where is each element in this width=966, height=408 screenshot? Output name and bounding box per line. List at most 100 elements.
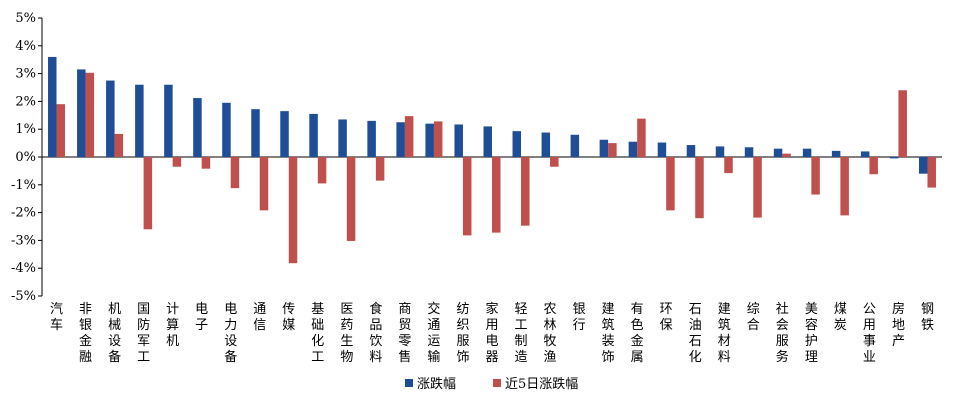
bars [48,56,936,264]
bar-series-2 [433,121,443,157]
bar-series-1 [715,146,725,157]
bar-series-1 [77,69,86,157]
bar-series-1 [802,148,812,157]
bar-series-2 [375,157,385,181]
bar-series-2 [404,116,414,157]
bar-series-2 [172,157,182,167]
category-label: 电力设备 [224,302,237,365]
y-tick-label: -2% [11,206,36,221]
y-tick-label: 3% [15,67,36,82]
category-label: 建筑材料 [718,302,731,365]
bar-series-2 [898,90,907,157]
y-tick-label: 1% [15,122,36,137]
legend: 涨跌幅 近5日涨跌幅 [405,376,578,392]
bar-series-2 [201,157,211,169]
category-label: 医药生物 [340,302,353,365]
legend-label-series-1: 涨跌幅 [417,376,456,392]
bar-series-2 [637,118,646,157]
bar-series-2 [550,157,559,167]
bar-series-2 [317,157,327,184]
category-label: 社会服务 [776,301,789,365]
category-label: 计算机 [166,302,179,349]
y-tick-label: -4% [11,261,36,276]
bar-series-1 [367,120,376,157]
bar-series-2 [56,104,66,157]
category-label: 汽车 [50,302,63,333]
category-label: 机械设备 [108,302,121,365]
category-label: 建筑装饰 [602,302,615,365]
y-tick-label: 4% [15,39,36,54]
bar-series-2 [927,157,936,188]
category-label: 传媒 [282,302,295,333]
bar-series-1 [338,119,347,157]
bar-series-2 [85,72,95,157]
bar-series-1 [860,151,870,157]
category-label: 家用电器 [485,301,498,365]
bar-series-2 [346,157,356,241]
category-label: 轻工制造 [515,302,528,365]
legend-swatch-series-1 [405,379,413,387]
bar-series-1 [599,139,609,157]
category-label: 通信 [253,302,266,333]
category-label: 交通运输 [427,301,440,365]
bar-series-1 [106,80,115,157]
bar-series-2 [666,157,675,211]
bar-series-2 [695,157,704,219]
bar-series-1 [251,109,260,157]
y-tick-label: -1% [11,178,36,193]
bar-series-1 [48,56,57,157]
axes: 5% 4% 3% 2% 1% 0% -1% -2% -3% -4% -5% [11,11,942,304]
bar-series-2 [869,157,878,175]
bar-series-1 [628,141,638,157]
y-tick-label: -5% [11,289,36,304]
bar-series-1 [889,157,899,159]
bar-series-1 [744,147,754,157]
y-tick-label: -3% [11,233,36,248]
category-label: 煤炭 [834,302,847,333]
category-label: 美容护理 [805,302,818,365]
bar-series-1 [541,132,551,157]
category-label: 商贸零售 [398,302,411,365]
legend-swatch-series-2 [493,379,501,387]
category-label: 石油石化 [689,302,702,365]
bar-series-1 [686,145,696,157]
category-label: 银行 [573,302,586,333]
category-label: 钢铁 [921,302,934,333]
category-label: 国防军工 [137,302,150,365]
bar-series-1 [657,142,667,157]
bar-series-2 [782,153,791,157]
category-label: 环保 [660,302,673,333]
category-label: 房地产 [892,301,905,349]
category-label: 综合 [747,302,760,333]
bar-series-1 [135,84,144,157]
bar-series-2 [811,157,820,195]
category-label: 公用事业 [863,302,876,365]
y-tick-label: 5% [15,11,36,26]
bar-series-1 [396,122,405,157]
bar-series-2 [608,143,617,157]
category-label: 食品饮料 [369,301,382,365]
legend-label-series-2: 近5日涨跌幅 [505,376,578,392]
bar-series-1 [454,124,463,157]
bar-series-1 [831,150,841,157]
bar-series-2 [492,157,501,233]
bar-series-1 [918,157,928,174]
category-label: 纺织服饰 [456,302,469,365]
bar-series-2 [288,157,298,264]
bar-series-1 [773,148,783,157]
category-label: 电子 [195,302,208,333]
bar-series-2 [753,157,762,218]
y-tick-label: 2% [15,94,36,109]
bar-series-1 [483,126,492,157]
bar-series-2 [724,157,733,174]
category-label: 非银金融 [79,302,92,365]
category-label: 有色金属 [631,302,644,365]
bar-series-2 [840,157,849,216]
bar-series-2 [230,157,240,189]
category-label: 农林牧渔 [544,302,557,365]
bar-series-2 [114,133,124,157]
bar-series-1 [570,134,580,157]
